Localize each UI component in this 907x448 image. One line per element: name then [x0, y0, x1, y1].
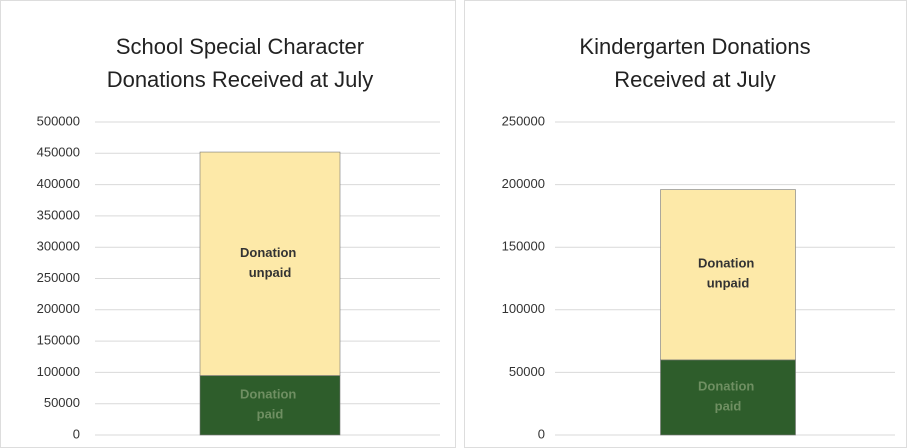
y-tick-label: 50000: [509, 364, 545, 379]
bar-segment: [199, 151, 341, 376]
y-tick-label: 150000: [37, 333, 80, 348]
y-tick-label: 0: [73, 426, 80, 441]
segment-label: Donation unpaid: [698, 256, 758, 291]
y-tick-label: 500000: [37, 113, 80, 128]
y-tick-label: 400000: [37, 176, 80, 191]
y-tick-label: 100000: [502, 301, 545, 316]
y-tick-label: 150000: [502, 239, 545, 254]
y-tick-label: 200000: [37, 301, 80, 316]
y-tick-label: 100000: [37, 364, 80, 379]
chart-title: School Special Character: [116, 34, 364, 59]
segment-label: Donation paid: [698, 379, 758, 414]
segment-label: Donation unpaid: [240, 245, 300, 280]
bar-segment: [660, 359, 796, 436]
y-tick-label: 300000: [37, 239, 80, 254]
bar-segment: [660, 189, 796, 361]
segment-label: Donation paid: [240, 387, 300, 422]
chart-title: Received at July: [614, 67, 775, 92]
chart-title: Kindergarten Donations: [579, 34, 810, 59]
bar-segment: [199, 375, 341, 436]
y-tick-label: 250000: [37, 270, 80, 285]
y-tick-label: 250000: [502, 113, 545, 128]
y-tick-label: 450000: [37, 145, 80, 160]
chart-title: Donations Received at July: [107, 67, 374, 92]
y-tick-label: 0: [538, 426, 545, 441]
y-tick-label: 350000: [37, 207, 80, 222]
y-tick-label: 200000: [502, 176, 545, 191]
y-tick-label: 50000: [44, 395, 80, 410]
